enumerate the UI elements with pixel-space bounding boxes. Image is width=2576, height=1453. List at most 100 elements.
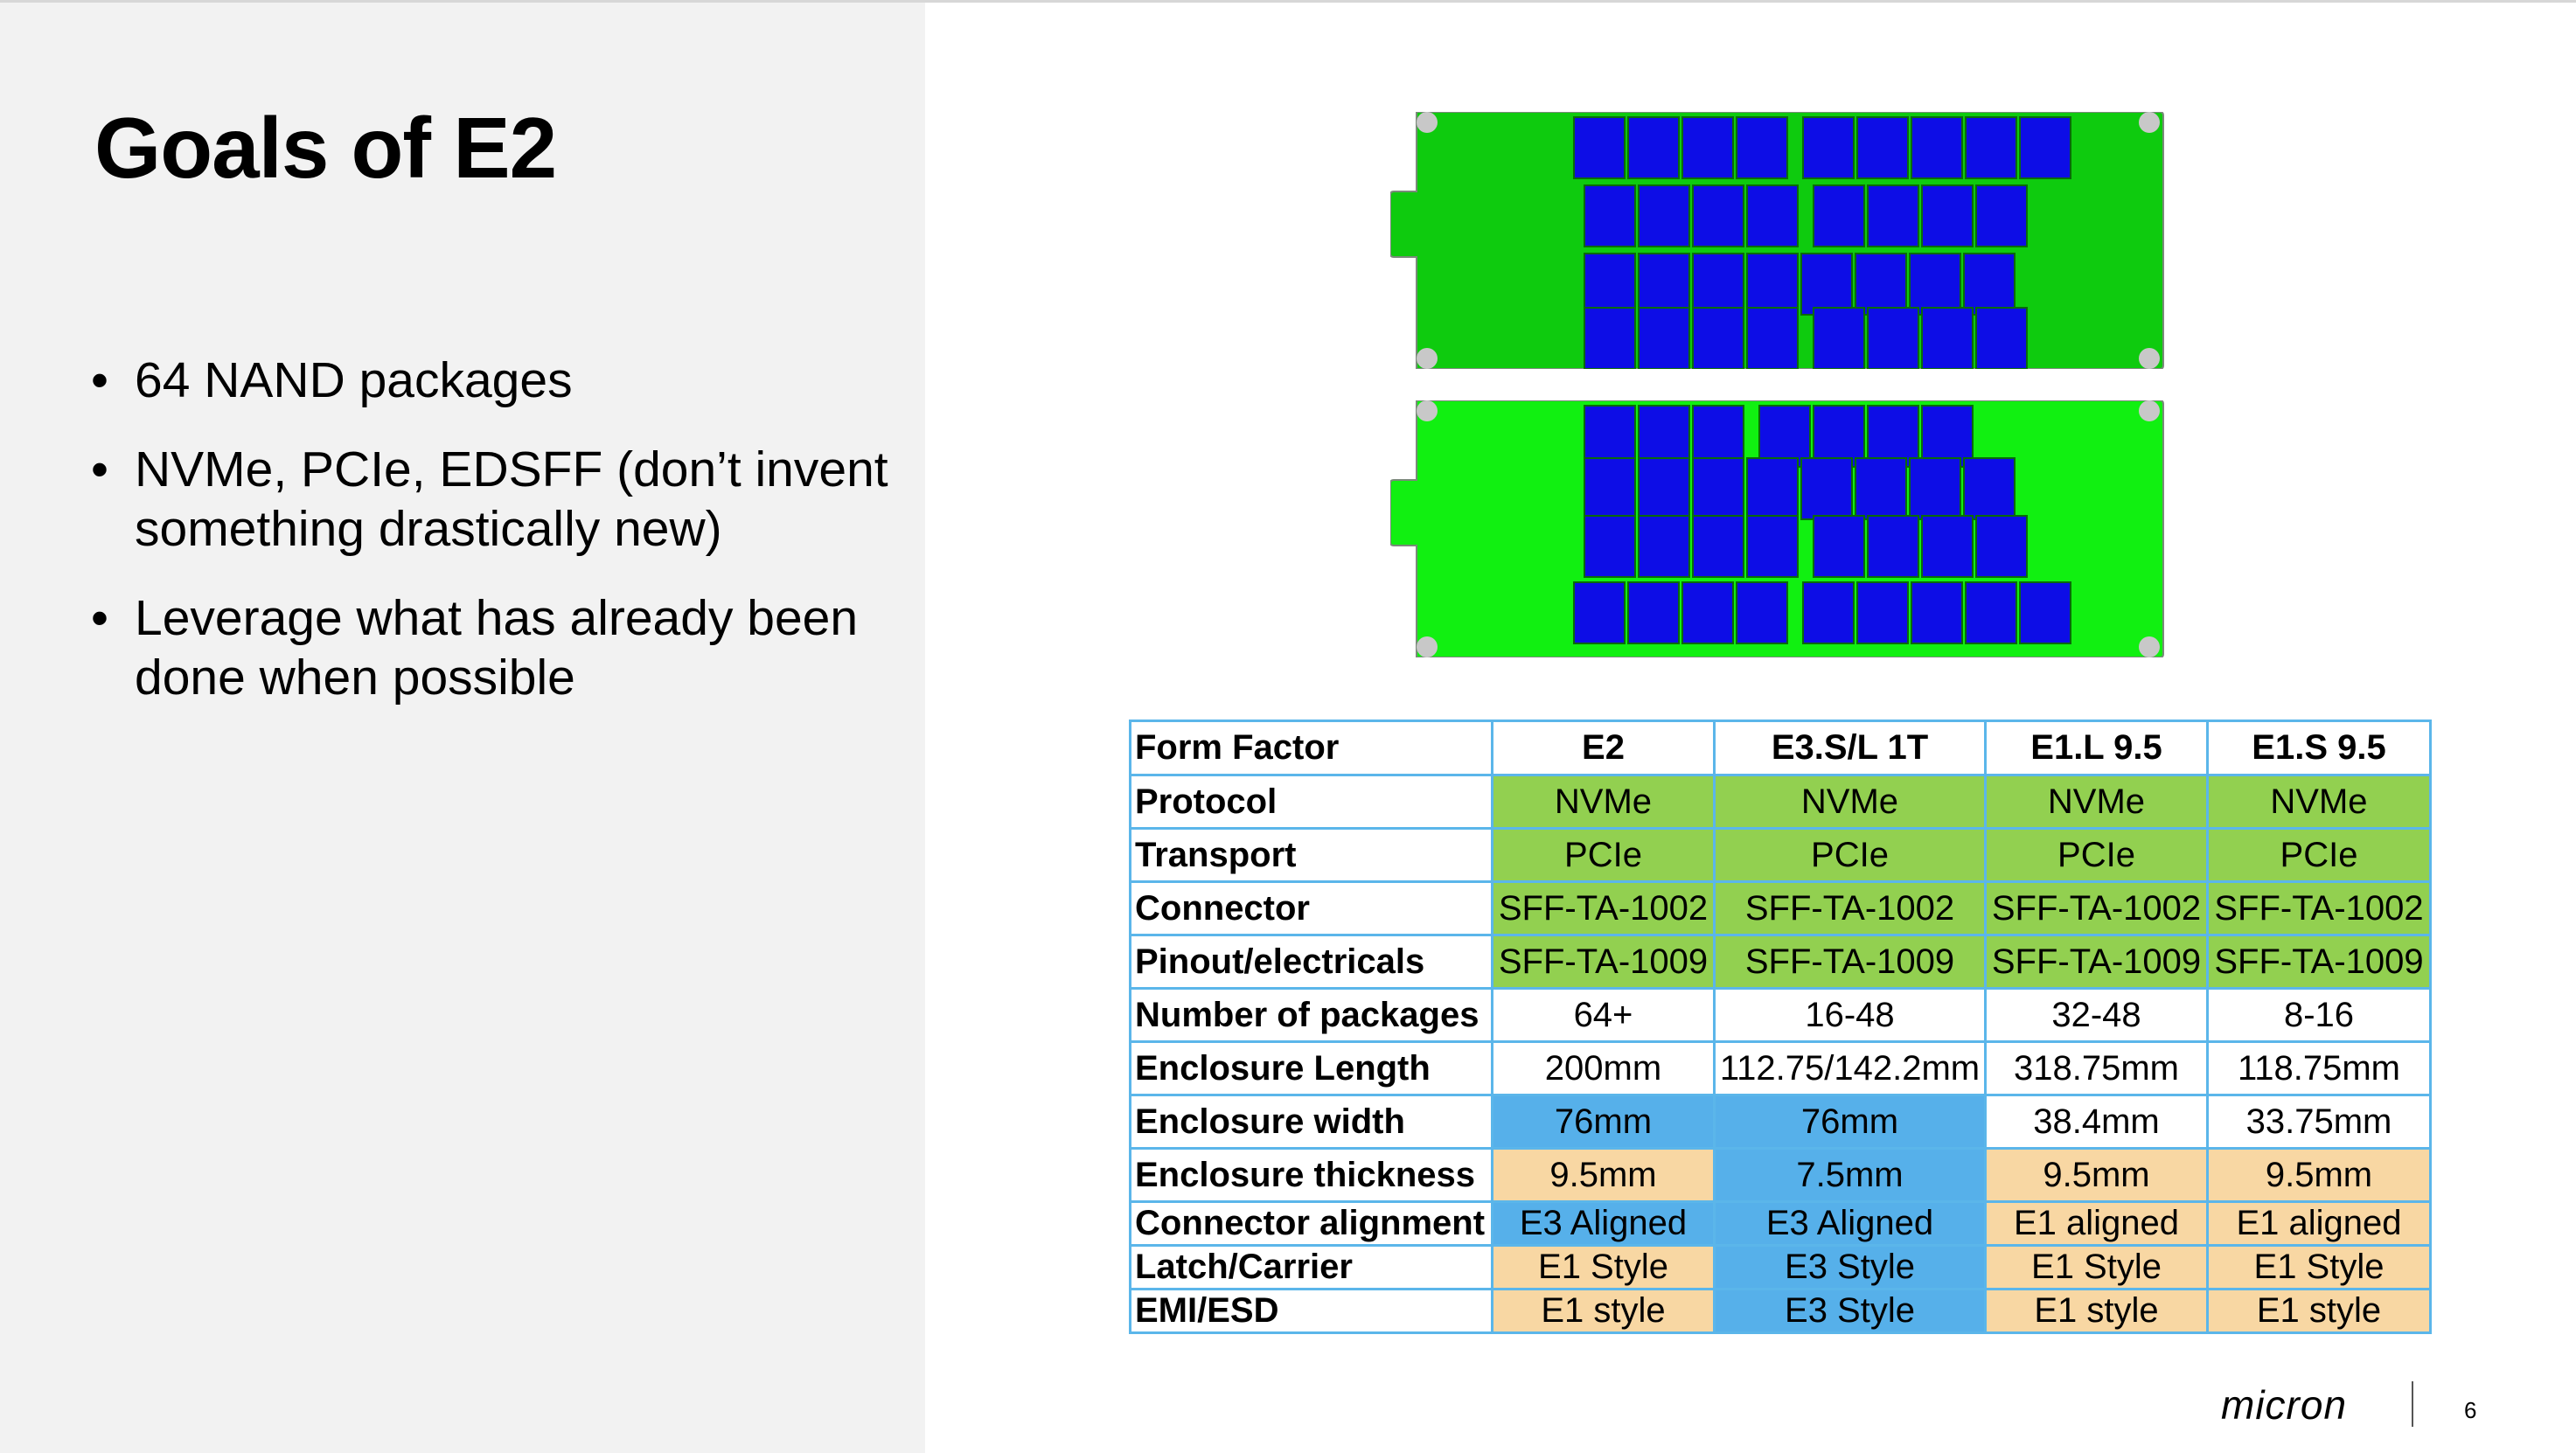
nand-package [1692,184,1744,247]
nand-package [1921,405,1974,468]
column-header: Form Factor [1129,720,1493,776]
nand-package [1746,515,1799,578]
nand-package [1800,253,1853,316]
nand-package [1911,116,1963,179]
nand-package [1573,581,1626,644]
table-cell: 8-16 [2206,987,2432,1043]
table-cell: E1 Style [2206,1244,2432,1290]
mounting-hole [1417,348,1438,369]
row-label: Connector alignment [1129,1200,1493,1247]
nand-package [1855,253,1907,316]
table-row: Enclosure width 76mm 76mm 38.4mm 33.75mm [1129,1094,2432,1150]
row-label: Latch/Carrier [1129,1244,1493,1290]
row-label: Transport [1129,827,1493,883]
nand-package [1921,307,1974,369]
table-cell: SFF-TA-1009 [1491,934,1716,990]
bullet-item: • 64 NAND packages [91,351,904,410]
nand-package [1573,116,1626,179]
nand-package [1909,457,1961,520]
column-header: E1.L 9.5 [1984,720,2209,776]
table-cell: SFF-TA-1002 [1491,880,1716,936]
table-cell: E1 style [2206,1288,2432,1334]
nand-package [1813,307,1865,369]
nand-package [1800,457,1853,520]
nand-package [1975,184,2028,247]
table-row: Enclosure Length 200mm 112.75/142.2mm 318.7… [1129,1040,2432,1096]
mounting-hole [2139,348,2160,369]
nand-package [1909,253,1961,316]
table-cell: 32-48 [1984,987,2209,1043]
table-row: Connector alignment E3 Aligned E3 Aligned E… [1129,1200,2432,1247]
table-cell: NVMe [2206,774,2432,830]
bullet-symbol: • [91,441,108,497]
table-cell: 33.75mm [2206,1094,2432,1150]
nand-package [1856,116,1909,179]
table-cell: 16-48 [1713,987,1987,1043]
table-cell: E1 style [1491,1288,1716,1334]
table-cell: E1 style [1984,1288,2209,1334]
nand-package [1692,307,1744,369]
nand-package [2019,581,2071,644]
table-cell: SFF-TA-1002 [1713,880,1987,936]
table-cell: 318.75mm [1984,1040,2209,1096]
nand-package [1584,457,1636,520]
nand-package [1681,116,1734,179]
table-cell: E3 Style [1713,1244,1987,1290]
nand-package [1921,184,1974,247]
row-label: Enclosure thickness [1129,1147,1493,1203]
row-label: EMI/ESD [1129,1288,1493,1334]
table-row: Transport PCIe PCIe PCIe PCIe [1129,827,2432,883]
nand-package [1855,457,1907,520]
nand-package [1638,457,1690,520]
table-cell: PCIe [1491,827,1716,883]
nand-package [1638,515,1690,578]
table-cell: NVMe [1713,774,1987,830]
table-row: Protocol NVMe NVMe NVMe NVMe [1129,774,2432,830]
nand-package [1813,405,1865,468]
nand-package [1965,581,2017,644]
nand-package [1627,116,1680,179]
nand-package [1692,405,1744,468]
nand-package [1965,116,2017,179]
table-row: Pinout/electricals SFF-TA-1009 SFF-TA-1009… [1129,934,2432,990]
ssd-board-back-drawing [1390,400,2164,657]
ssd-board-back [1390,400,2164,657]
table-cell: 9.5mm [1984,1147,2209,1203]
table-cell: E1 Style [1491,1244,1716,1290]
row-label: Enclosure Length [1129,1040,1493,1096]
mounting-hole [1417,636,1438,657]
nand-package [1692,457,1744,520]
mounting-hole [2139,112,2160,133]
table-cell: 9.5mm [1491,1147,1716,1203]
column-header: E1.S 9.5 [2206,720,2432,776]
table-cell: 7.5mm [1713,1147,1987,1203]
table-header-row: Form Factor E2 E3.S/L 1T E1.L 9.5 E1.S 9… [1129,720,2432,776]
table-cell: SFF-TA-1009 [1984,934,2209,990]
nand-package [1638,253,1690,316]
nand-package [1736,581,1788,644]
table-row: Connector SFF-TA-1002 SFF-TA-1002 SFF-TA-10… [1129,880,2432,936]
nand-package [1746,184,1799,247]
nand-package [1584,184,1636,247]
table-cell: 9.5mm [2206,1147,2432,1203]
nand-package [1627,581,1680,644]
nand-package [1921,515,1974,578]
mounting-hole [2139,400,2160,421]
bullet-text: Leverage what has already been done when… [135,590,859,706]
bullet-list: • 64 NAND packages • NVMe, PCIe, EDSFF (do… [91,351,904,737]
bullet-symbol: • [91,352,108,408]
nand-package [1736,116,1788,179]
table-cell: 38.4mm [1984,1094,2209,1150]
nand-package [1638,307,1690,369]
nand-package [1692,515,1744,578]
ssd-board-front-drawing [1390,112,2164,369]
nand-package [1911,581,1963,644]
nand-package [1813,515,1865,578]
bullet-item: • NVMe, PCIe, EDSFF (don’t invent somethi… [91,440,904,559]
slide-title: Goals of E2 [94,100,557,196]
table-cell: E1 Style [1984,1244,2209,1290]
table-cell: NVMe [1491,774,1716,830]
table-cell: PCIe [1713,827,1987,883]
nand-package [1681,581,1734,644]
nand-package [1802,581,1855,644]
